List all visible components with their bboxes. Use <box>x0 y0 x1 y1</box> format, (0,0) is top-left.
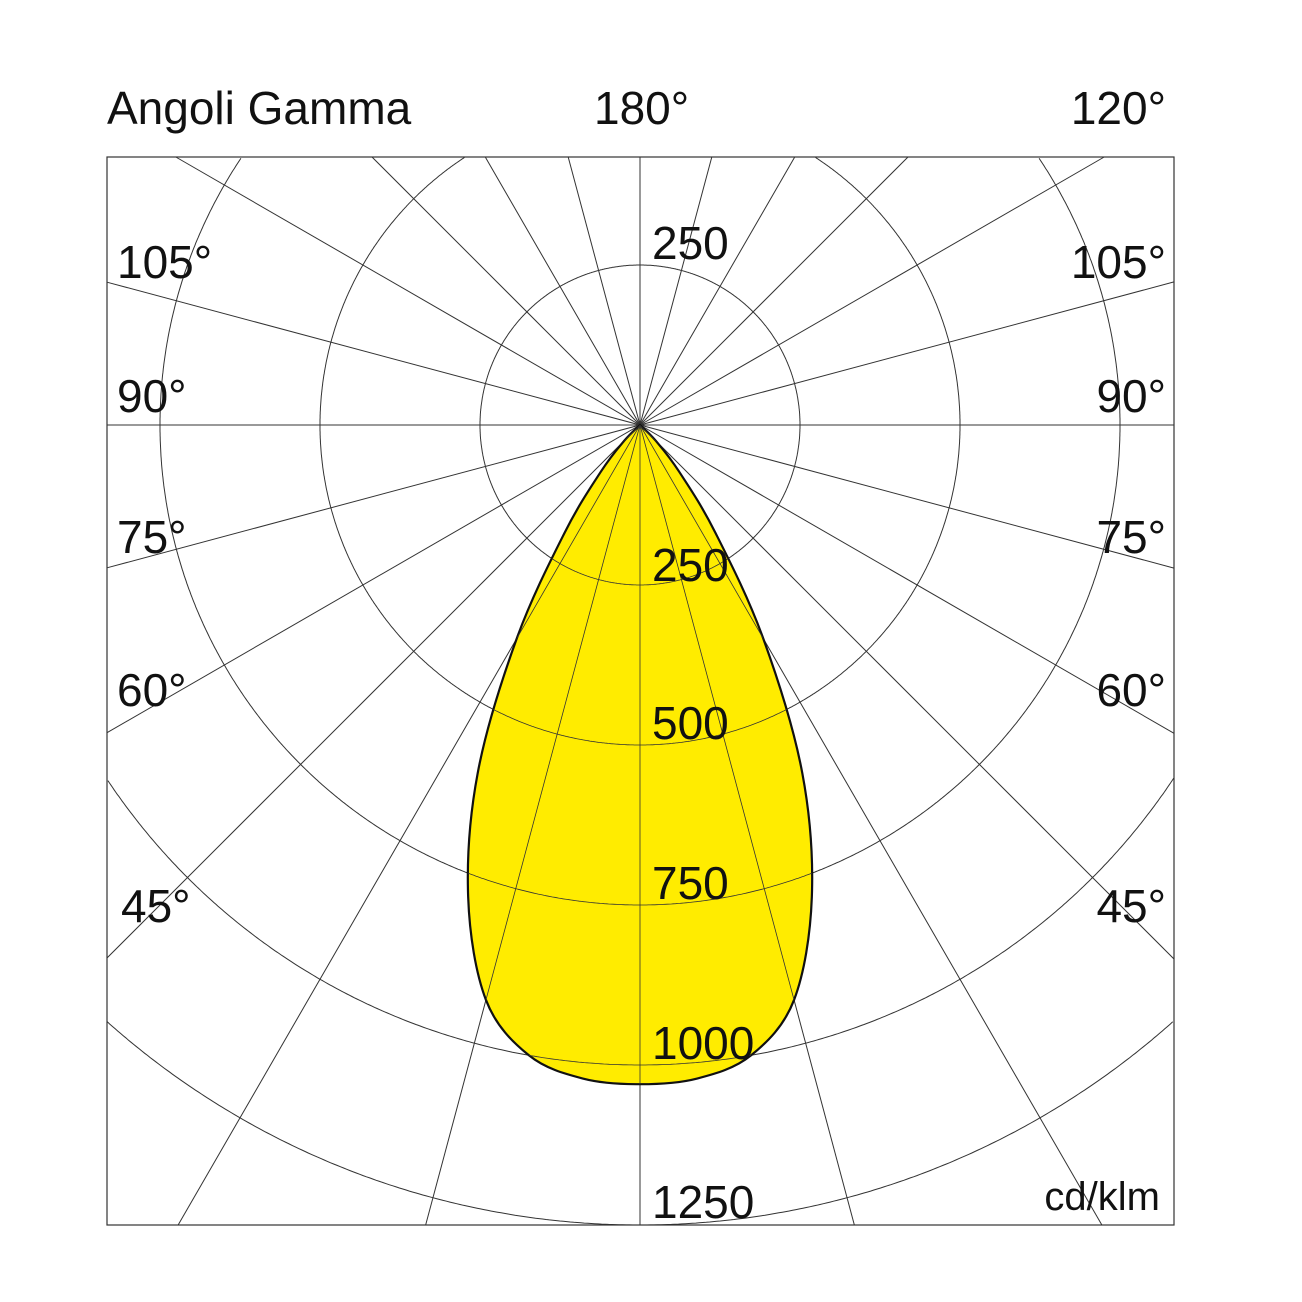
radial-line-105 <box>639 281 1175 426</box>
radial-label-750: 750 <box>652 857 729 909</box>
radial-label-250: 250 <box>652 539 729 591</box>
radial-label-1000: 1000 <box>652 1017 754 1069</box>
grid-circle-500 <box>319 156 961 746</box>
radial-line-45 <box>639 424 1175 960</box>
radial-line-195 <box>567 156 641 426</box>
angle-label-left-75: 75° <box>117 511 187 563</box>
angle-label-right-45: 45° <box>1096 880 1166 932</box>
radial-line-345 <box>467 425 641 1085</box>
radial-line-60 <box>639 424 1175 734</box>
radial-line-120 <box>639 156 1105 426</box>
radial-line-75 <box>639 424 1175 569</box>
radial-line-285 <box>106 424 641 569</box>
angle-label-right-90: 90° <box>1096 370 1166 422</box>
radial-line-210 <box>484 156 641 426</box>
radial-line-225 <box>371 156 641 426</box>
radial-label-500: 500 <box>652 697 729 749</box>
radial-line-315 <box>106 424 641 959</box>
radial-line-135 <box>639 156 909 426</box>
frame <box>106 156 1175 1226</box>
angle-label-left-60: 60° <box>117 664 187 716</box>
angle-label-right-60: 60° <box>1096 664 1166 716</box>
grid-circle-750 <box>467 425 813 906</box>
angle-label-left-105: 105° <box>117 236 212 288</box>
radial-label-1250: 1250 <box>652 1176 754 1228</box>
angle-label-left-90: 90° <box>117 370 187 422</box>
unit-label: cd/klm <box>1044 1175 1160 1219</box>
radial-line-300 <box>106 424 641 734</box>
grid-circle-1000 <box>467 777 813 1066</box>
chart-title: Angoli Gamma <box>107 82 412 134</box>
angle-label-left-45: 45° <box>121 880 191 932</box>
angle-label-180: 180° <box>594 82 689 134</box>
radial-line-150 <box>639 156 796 426</box>
angle-label-right-105: 105° <box>1071 236 1166 288</box>
radial-line-255 <box>106 281 641 426</box>
radial-line-15 <box>639 425 813 1085</box>
radial-line-240 <box>175 156 641 426</box>
angle-label-right-75: 75° <box>1096 511 1166 563</box>
radial-line-30 <box>639 425 813 1085</box>
radial-line-165 <box>639 156 713 426</box>
radial-line-330 <box>467 425 641 1085</box>
radial-label-upper-250: 250 <box>652 217 729 269</box>
angle-label-120: 120° <box>1071 82 1166 134</box>
